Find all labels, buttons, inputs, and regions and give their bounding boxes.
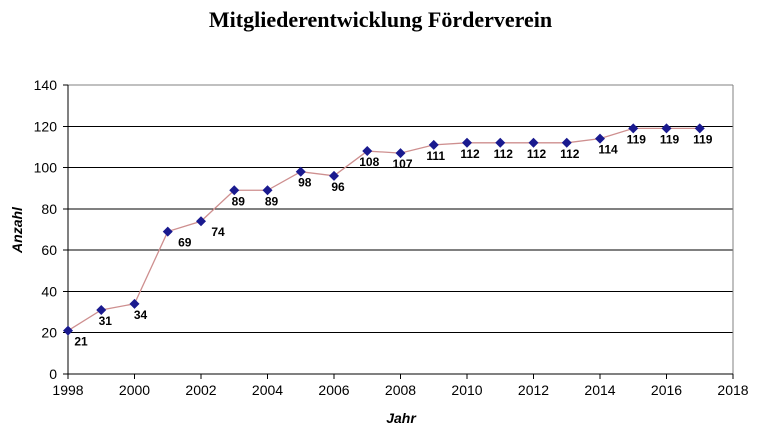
x-tick-label: 2004	[252, 382, 283, 398]
data-point-marker	[595, 133, 605, 144]
data-point-marker	[262, 185, 273, 196]
data-point-marker	[329, 170, 339, 181]
data-point-label: 119	[660, 132, 680, 146]
data-point-marker	[395, 148, 406, 159]
data-point-marker	[362, 146, 373, 157]
data-point-label: 112	[494, 147, 514, 161]
data-point-label: 119	[693, 132, 713, 146]
y-tick-label: 60	[41, 242, 57, 258]
data-point-marker	[628, 123, 639, 134]
data-point-label: 89	[232, 194, 246, 208]
data-point-marker	[495, 137, 506, 148]
data-point-label: 107	[392, 157, 412, 171]
data-point-label: 112	[460, 147, 480, 161]
x-tick-label: 2018	[717, 382, 748, 398]
data-point-label: 89	[265, 194, 279, 208]
data-point-label: 111	[426, 149, 445, 163]
data-point-label: 108	[359, 155, 379, 169]
data-point-label: 74	[211, 225, 225, 239]
chart-title: Mitgliederentwicklung Förderverein	[208, 7, 553, 32]
x-tick-label: 2006	[318, 382, 349, 398]
data-point-marker	[229, 185, 240, 196]
data-point-marker	[428, 139, 439, 150]
data-point-marker	[63, 325, 73, 336]
data-point-marker	[661, 123, 672, 134]
y-tick-label: 20	[41, 325, 57, 341]
data-point-marker	[462, 137, 472, 148]
data-point-marker	[196, 216, 206, 227]
x-tick-label: 1998	[52, 382, 83, 398]
data-point-label: 34	[134, 308, 148, 322]
y-tick-label: 120	[34, 118, 58, 134]
data-point-label: 96	[331, 180, 345, 194]
data-point-marker	[694, 123, 705, 134]
data-point-label: 21	[74, 335, 88, 349]
data-point-label: 114	[598, 143, 618, 157]
x-tick-label: 2016	[651, 382, 682, 398]
series-line	[67, 127, 700, 332]
y-tick-label: 0	[49, 366, 57, 382]
data-point-marker	[528, 137, 539, 148]
data-point-label: 69	[178, 236, 192, 250]
data-point-label: 119	[627, 132, 647, 146]
data-point-marker	[96, 305, 107, 316]
x-tick-label: 2002	[185, 382, 216, 398]
data-point-marker	[561, 137, 572, 148]
x-tick-label: 2014	[584, 382, 615, 398]
x-tick-label: 2010	[451, 382, 482, 398]
x-axis-title: Jahr	[386, 410, 416, 426]
x-tick-label: 2008	[385, 382, 416, 398]
data-point-marker	[162, 226, 173, 237]
data-point-label: 31	[99, 314, 113, 328]
y-tick-label: 40	[41, 283, 57, 299]
y-tick-label: 100	[34, 160, 58, 176]
y-tick-label: 80	[41, 201, 57, 217]
y-tick-label: 140	[34, 77, 58, 93]
data-point-label: 112	[560, 147, 580, 161]
data-point-marker	[129, 298, 140, 309]
data-point-label: 98	[298, 176, 312, 190]
x-tick-label: 2012	[518, 382, 549, 398]
data-point-label: 112	[527, 147, 547, 161]
data-point-marker	[295, 166, 306, 177]
x-tick-label: 2000	[119, 382, 150, 398]
